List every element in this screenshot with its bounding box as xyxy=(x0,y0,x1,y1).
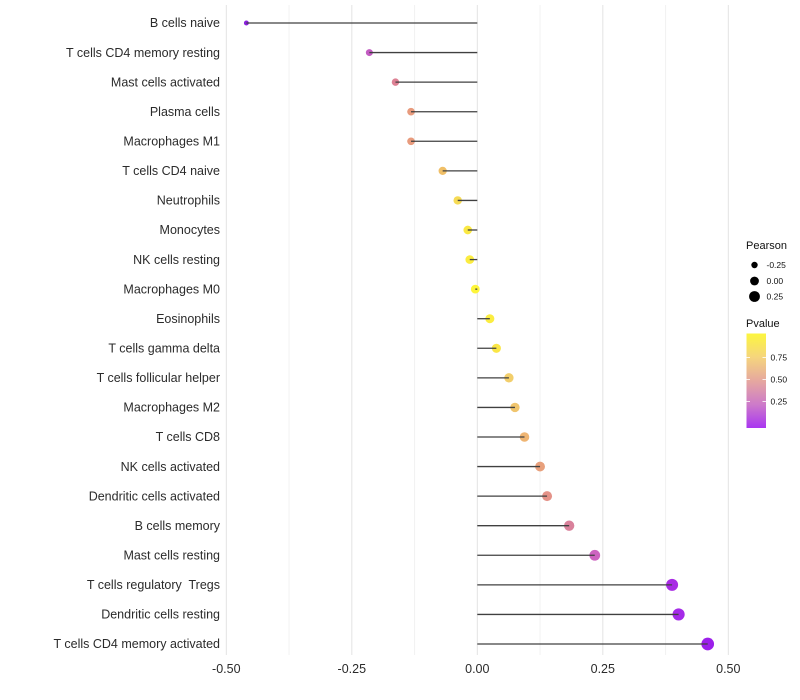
colorbar-tick-label: 0.50 xyxy=(771,375,788,385)
y-axis-label: Macrophages M0 xyxy=(123,282,220,296)
y-axis-label: NK cells resting xyxy=(133,253,220,267)
y-axis-label: Dendritic cells activated xyxy=(89,489,220,503)
y-axis-label: Macrophages M1 xyxy=(123,134,220,148)
x-axis-tick-label: -0.25 xyxy=(338,662,367,676)
size-legend-label: -0.25 xyxy=(767,260,787,270)
pvalue-colorbar xyxy=(746,333,766,428)
x-axis-tick-label: 0.00 xyxy=(465,662,489,676)
y-axis-label: T cells follicular helper xyxy=(97,371,220,385)
y-axis-label: Macrophages M2 xyxy=(123,401,220,415)
colorbar-tick-label: 0.75 xyxy=(771,353,788,363)
x-axis-tick-label: 0.50 xyxy=(716,662,740,676)
size-legend-label: 0.00 xyxy=(767,276,784,286)
y-axis-label: T cells CD4 naive xyxy=(122,164,220,178)
x-axis-tick-label: -0.50 xyxy=(212,662,241,676)
size-legend-dot xyxy=(749,291,760,302)
y-axis-label: T cells CD8 xyxy=(156,430,220,444)
y-axis-label: T cells CD4 memory resting xyxy=(66,46,220,60)
size-legend-label: 0.25 xyxy=(767,292,784,302)
y-axis-label: Mast cells resting xyxy=(123,548,220,562)
y-axis-label: B cells naive xyxy=(150,16,220,30)
x-axis-tick-label: 0.25 xyxy=(591,662,615,676)
color-legend-title: Pvalue xyxy=(746,318,780,330)
y-axis-label: T cells regulatory Tregs xyxy=(87,578,220,592)
y-axis-label: Monocytes xyxy=(160,223,220,237)
y-axis-label: Mast cells activated xyxy=(111,75,220,89)
size-legend-title: Pearson xyxy=(746,240,787,252)
y-axis-label: Dendritic cells resting xyxy=(101,608,220,622)
y-axis-label: NK cells activated xyxy=(121,460,220,474)
y-axis-label: Eosinophils xyxy=(156,312,220,326)
y-axis-label: T cells gamma delta xyxy=(108,341,220,355)
colorbar-tick-label: 0.25 xyxy=(771,397,788,407)
y-axis-label: Neutrophils xyxy=(157,194,220,208)
y-axis-label: T cells CD4 memory activated xyxy=(54,637,221,651)
y-axis-label: Plasma cells xyxy=(150,105,220,119)
size-legend-dot xyxy=(750,276,759,286)
size-legend-dot xyxy=(751,261,758,269)
y-axis-label: B cells memory xyxy=(135,519,221,533)
